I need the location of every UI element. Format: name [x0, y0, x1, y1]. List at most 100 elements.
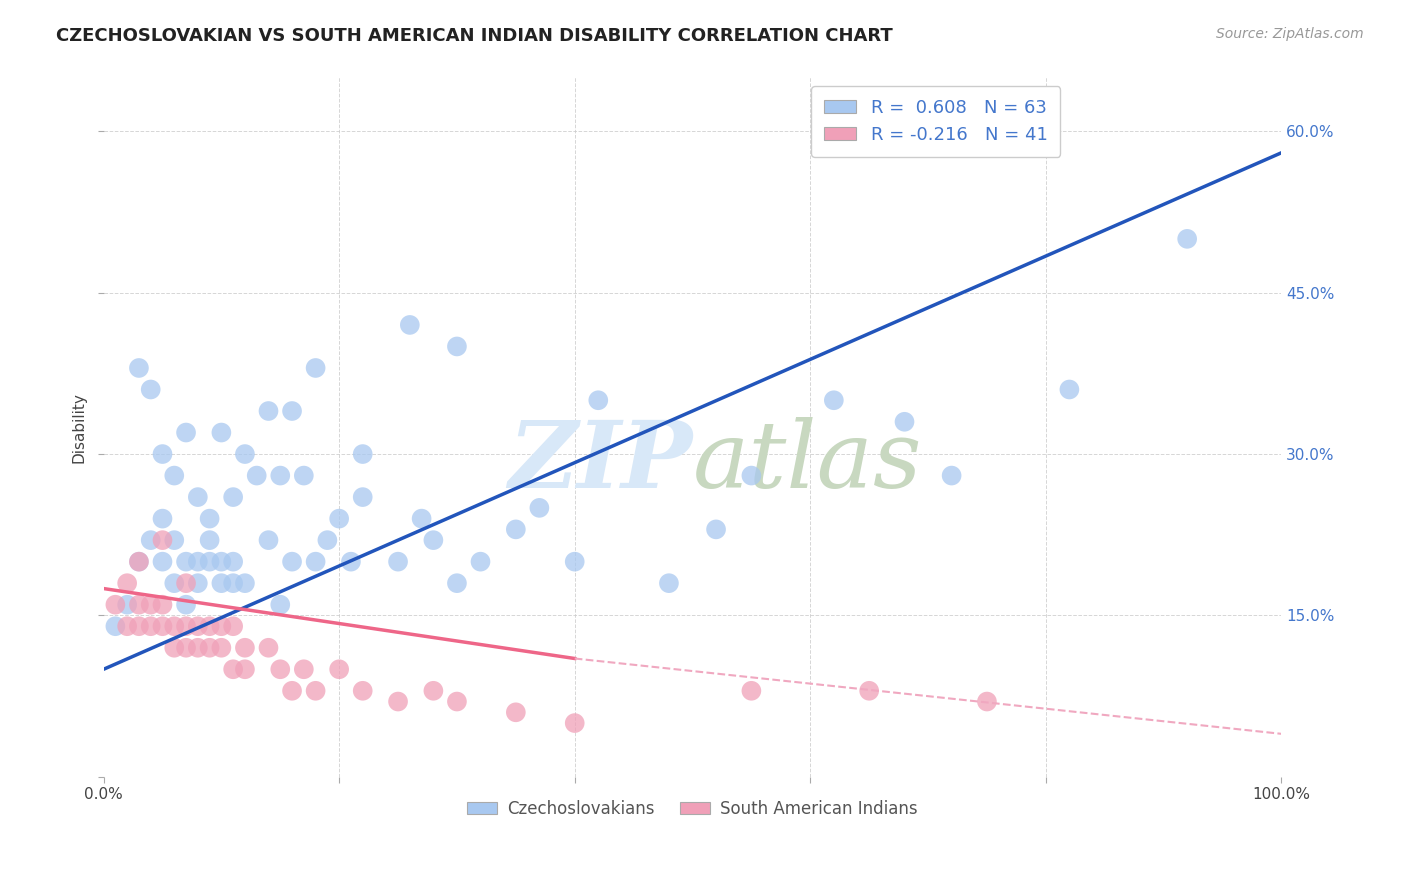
Point [658, 576, 681, 591]
Point [281, 404, 304, 418]
Point [174, 598, 197, 612]
Point [257, 533, 280, 548]
Point [823, 393, 845, 408]
Point [152, 598, 174, 612]
Point [387, 555, 409, 569]
Point [222, 576, 245, 591]
Point [257, 640, 280, 655]
Point [304, 683, 326, 698]
Point [115, 598, 138, 612]
Point [269, 662, 291, 676]
Point [1059, 383, 1081, 397]
Point [398, 318, 420, 332]
Point [740, 683, 762, 698]
Point [976, 694, 998, 708]
Point [233, 576, 256, 591]
Legend: Czechoslovakians, South American Indians: Czechoslovakians, South American Indians [461, 793, 924, 824]
Point [316, 533, 339, 548]
Point [564, 716, 586, 731]
Point [209, 425, 232, 440]
Point [1175, 232, 1198, 246]
Point [139, 598, 162, 612]
Y-axis label: Disability: Disability [72, 392, 86, 463]
Point [128, 619, 150, 633]
Point [198, 640, 221, 655]
Point [446, 694, 468, 708]
Point [233, 447, 256, 461]
Point [740, 468, 762, 483]
Point [152, 619, 174, 633]
Point [269, 598, 291, 612]
Text: atlas: atlas [693, 417, 922, 508]
Point [411, 511, 433, 525]
Point [352, 490, 374, 504]
Point [222, 662, 245, 676]
Point [269, 468, 291, 483]
Text: CZECHOSLOVAKIAN VS SOUTH AMERICAN INDIAN DISABILITY CORRELATION CHART: CZECHOSLOVAKIAN VS SOUTH AMERICAN INDIAN… [56, 27, 893, 45]
Point [505, 706, 527, 720]
Point [446, 339, 468, 353]
Point [152, 511, 174, 525]
Point [174, 425, 197, 440]
Point [505, 522, 527, 536]
Point [128, 555, 150, 569]
Point [387, 694, 409, 708]
Point [139, 383, 162, 397]
Point [340, 555, 363, 569]
Point [198, 533, 221, 548]
Point [328, 662, 350, 676]
Point [152, 533, 174, 548]
Point [564, 555, 586, 569]
Point [292, 662, 315, 676]
Point [209, 576, 232, 591]
Point [281, 683, 304, 698]
Point [174, 555, 197, 569]
Point [139, 533, 162, 548]
Point [115, 576, 138, 591]
Point [246, 468, 269, 483]
Point [529, 500, 551, 515]
Point [292, 468, 315, 483]
Point [422, 683, 444, 698]
Point [222, 490, 245, 504]
Point [209, 619, 232, 633]
Point [163, 468, 186, 483]
Point [588, 393, 610, 408]
Point [304, 361, 326, 376]
Point [198, 619, 221, 633]
Point [128, 555, 150, 569]
Point [328, 511, 350, 525]
Point [163, 533, 186, 548]
Point [941, 468, 963, 483]
Point [281, 555, 304, 569]
Point [174, 576, 197, 591]
Point [104, 619, 127, 633]
Point [446, 576, 468, 591]
Point [304, 555, 326, 569]
Point [704, 522, 727, 536]
Point [187, 640, 209, 655]
Point [352, 683, 374, 698]
Point [233, 662, 256, 676]
Point [163, 619, 186, 633]
Point [128, 598, 150, 612]
Point [174, 640, 197, 655]
Point [187, 555, 209, 569]
Point [139, 619, 162, 633]
Point [198, 555, 221, 569]
Point [187, 576, 209, 591]
Point [222, 555, 245, 569]
Point [222, 619, 245, 633]
Point [209, 555, 232, 569]
Point [209, 640, 232, 655]
Point [115, 619, 138, 633]
Point [163, 576, 186, 591]
Point [104, 598, 127, 612]
Text: Source: ZipAtlas.com: Source: ZipAtlas.com [1216, 27, 1364, 41]
Point [187, 490, 209, 504]
Point [174, 619, 197, 633]
Text: ZIP: ZIP [508, 417, 693, 508]
Point [187, 619, 209, 633]
Point [163, 640, 186, 655]
Point [233, 640, 256, 655]
